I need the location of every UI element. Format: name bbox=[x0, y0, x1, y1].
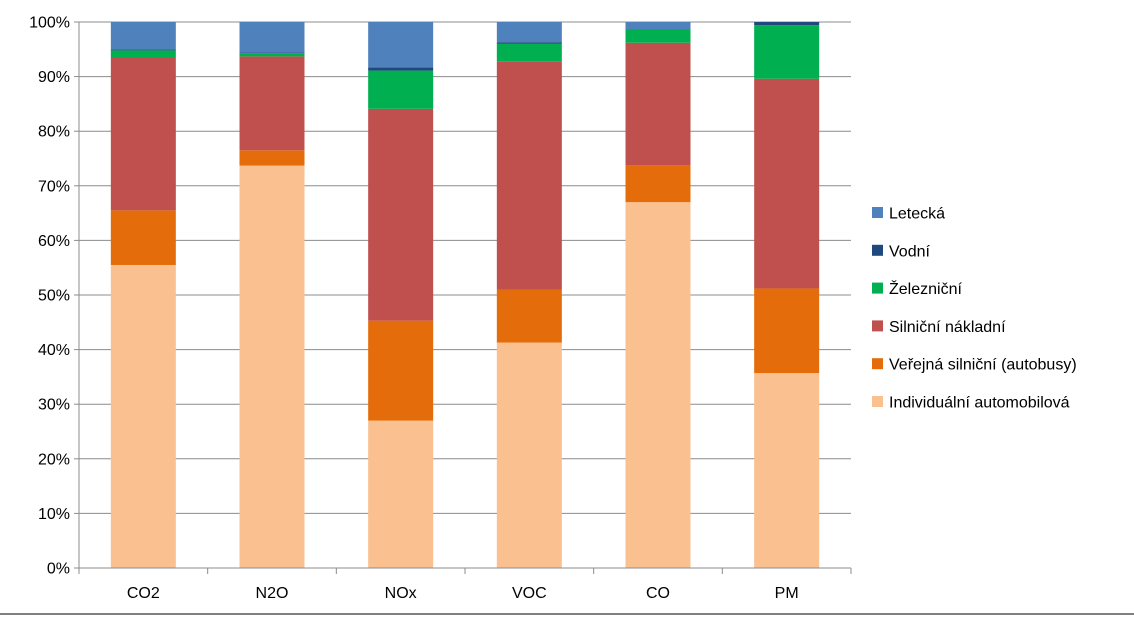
y-tick-label: 0% bbox=[47, 561, 70, 578]
bar-segment-pm-3 bbox=[754, 25, 820, 79]
bar-segment-n2o-2 bbox=[239, 56, 305, 151]
bar-segment-nox-5 bbox=[368, 22, 434, 68]
legend-label: Železniční bbox=[889, 279, 962, 298]
bar-segment-voc-5 bbox=[496, 22, 562, 43]
y-tick-label: 20% bbox=[38, 451, 70, 468]
legend-label: Vodní bbox=[889, 243, 930, 260]
bar-segment-voc-4 bbox=[496, 42, 562, 44]
bar-segment-n2o-0 bbox=[239, 165, 305, 568]
x-tick-label: PM bbox=[775, 585, 799, 602]
y-tick-label: 60% bbox=[38, 233, 70, 250]
bar-segment-co2-2 bbox=[110, 57, 176, 211]
y-tick-label: 100% bbox=[29, 15, 70, 32]
legend-label: Veřejná silniční (autobusy) bbox=[889, 357, 1077, 374]
legend: Letecká Vodní Železniční Silniční nákladní V… bbox=[872, 206, 1077, 412]
axes bbox=[78, 22, 852, 574]
y-tick-label: 70% bbox=[38, 178, 70, 195]
x-tick-label: CO bbox=[646, 585, 670, 602]
bar-segment-pm-2 bbox=[754, 78, 820, 289]
x-tick-label: N2O bbox=[256, 585, 289, 602]
bar-segment-co-2 bbox=[625, 42, 691, 166]
y-tick-label: 80% bbox=[38, 124, 70, 141]
bar-segment-n2o-3 bbox=[239, 53, 305, 57]
bars bbox=[110, 22, 820, 568]
bar-segment-nox-0 bbox=[368, 420, 434, 568]
y-axis-ticks: 0% 10% 20% 30% 40% 50% 60% 70% 80% 90% 100% bbox=[29, 15, 79, 578]
legend-swatch bbox=[872, 320, 883, 332]
bar-segment-n2o-4 bbox=[239, 52, 305, 54]
bar-segment-pm-1 bbox=[754, 288, 820, 374]
bar-segment-co-0 bbox=[625, 202, 691, 568]
legend-swatch bbox=[872, 358, 883, 370]
legend-swatch bbox=[872, 282, 883, 294]
bar-segment-co2-3 bbox=[110, 50, 176, 58]
legend-label: Letecká bbox=[889, 206, 945, 223]
bar-segment-co-5 bbox=[625, 22, 691, 30]
x-tick-label: CO2 bbox=[127, 585, 160, 602]
bar-segment-voc-3 bbox=[496, 43, 562, 62]
y-tick-label: 10% bbox=[38, 506, 70, 523]
bar-segment-voc-1 bbox=[496, 289, 562, 343]
bar-segment-co-3 bbox=[625, 29, 691, 43]
y-tick-label: 30% bbox=[38, 397, 70, 414]
bar-segment-nox-1 bbox=[368, 320, 434, 421]
bar-segment-pm-0 bbox=[754, 373, 820, 568]
bar-segment-nox-2 bbox=[368, 108, 434, 321]
x-tick-label: VOC bbox=[512, 585, 547, 602]
bar-segment-co2-0 bbox=[110, 264, 176, 568]
legend-swatch bbox=[872, 244, 883, 256]
bar-segment-co2-1 bbox=[110, 210, 176, 265]
legend-swatch bbox=[872, 207, 883, 218]
bar-segment-pm-4 bbox=[754, 22, 820, 26]
bar-segment-co2-5 bbox=[110, 22, 176, 50]
bar-segment-co2-4 bbox=[110, 49, 176, 51]
bar-segment-nox-3 bbox=[368, 70, 434, 109]
bar-segment-voc-2 bbox=[496, 61, 562, 290]
y-tick-label: 40% bbox=[38, 342, 70, 359]
legend-label: Individuální automobilová bbox=[889, 395, 1070, 412]
y-tick-label: 90% bbox=[38, 69, 70, 86]
x-tick-label: NOx bbox=[385, 585, 417, 602]
y-tick-label: 50% bbox=[38, 288, 70, 305]
bar-segment-voc-0 bbox=[496, 342, 562, 568]
gridlines bbox=[79, 21, 851, 514]
bar-segment-n2o-1 bbox=[239, 150, 305, 166]
legend-swatch bbox=[872, 396, 883, 407]
x-axis-ticks: CO2 N2O NOx VOC CO PM bbox=[127, 585, 799, 602]
bar-segment-nox-4 bbox=[368, 67, 434, 71]
legend-label: Silniční nákladní bbox=[889, 319, 1006, 336]
bar-segment-n2o-5 bbox=[239, 22, 305, 53]
bar-segment-co-1 bbox=[625, 165, 691, 203]
bar-segment-co-4 bbox=[625, 29, 691, 30]
